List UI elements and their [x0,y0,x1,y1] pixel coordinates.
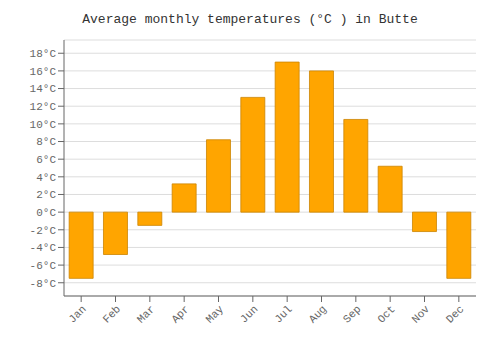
svg-text:4°C: 4°C [36,172,56,184]
svg-text:2°C: 2°C [36,189,56,201]
svg-text:Dec: Dec [444,303,466,325]
svg-text:Aug: Aug [307,303,329,325]
svg-text:Oct: Oct [375,303,397,325]
svg-text:6°C: 6°C [36,154,56,166]
html-text:Average monthly temperatures (: Average monthly temperatures (°C ) in Bu… [82,12,418,27]
svg-text:May: May [204,303,227,326]
svg-text:18°C: 18°C [30,48,57,60]
svg-text:14°C: 14°C [30,83,57,95]
svg-text:Mar: Mar [135,303,157,325]
svg-text:Feb: Feb [101,303,123,325]
svg-text:Jun: Jun [238,303,260,325]
svg-text:16°C: 16°C [30,66,57,78]
svg-text:8°C: 8°C [36,136,56,148]
svg-text:-2°C: -2°C [30,225,57,237]
svg-text:Jul: Jul [272,303,294,325]
svg-text:-6°C: -6°C [30,260,57,272]
svg-text:Jan: Jan [66,303,88,325]
svg-text:Apr: Apr [169,303,191,325]
svg-text:Nov: Nov [410,303,433,326]
svg-text:-8°C: -8°C [30,278,57,290]
svg-text:12°C: 12°C [30,101,57,113]
svg-text:0°C: 0°C [36,207,56,219]
svg-text:Sep: Sep [341,303,363,325]
svg-text:10°C: 10°C [30,119,57,131]
svg-text:-4°C: -4°C [30,242,57,254]
